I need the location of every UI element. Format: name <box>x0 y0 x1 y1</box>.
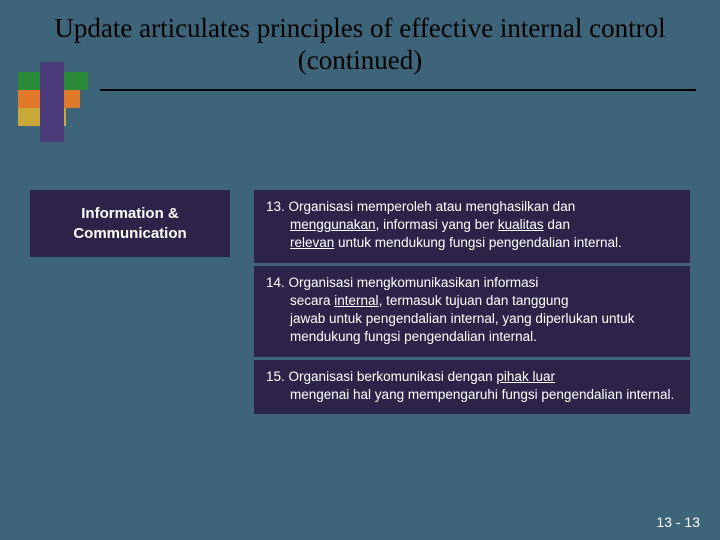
p14-t3: jawab untuk pengendalian internal, yang … <box>266 310 678 346</box>
principle-15: 15. Organisasi berkomunikasi dengan piha… <box>254 360 690 414</box>
content-area: Information & Communication 13. Organisa… <box>30 190 690 414</box>
principle-number: 14. <box>266 275 285 290</box>
principle-14: 14. Organisasi mengkomunikasikan informa… <box>254 266 690 360</box>
p15-u1: pihak luar <box>496 369 555 384</box>
p13-t3: dan <box>544 217 570 232</box>
p14-t2b: , termasuk tujuan dan tanggung <box>379 293 569 308</box>
p13-t4: untuk mendukung fungsi pengendalian inte… <box>334 235 621 250</box>
p13-u3: relevan <box>290 235 334 250</box>
category-line2: Communication <box>38 224 222 244</box>
logo-bar-purple <box>40 62 64 142</box>
p14-t1: Organisasi mengkomunikasikan informasi <box>289 275 539 290</box>
title-underline <box>100 89 696 91</box>
p13-text: Organisasi memperoleh atau menghasilkan … <box>289 199 576 214</box>
principle-number: 13. <box>266 199 285 214</box>
category-box: Information & Communication <box>30 190 230 257</box>
p15-t1: Organisasi berkomunikasi dengan <box>289 369 497 384</box>
p14-u1: internal <box>334 293 378 308</box>
p13-u1: menggunakan <box>290 217 376 232</box>
principle-number: 15. <box>266 369 285 384</box>
category-line1: Information & <box>38 204 222 224</box>
p15-t2: mengenai hal yang mempengaruhi fungsi pe… <box>266 386 678 404</box>
page-number: 13 - 13 <box>656 514 700 530</box>
p14-t2a: secara <box>290 293 334 308</box>
principles-column: 13. Organisasi memperoleh atau menghasil… <box>254 190 690 414</box>
slide-title: Update articulates principles of effecti… <box>0 0 720 85</box>
p13-t2: , informasi yang ber <box>376 217 498 232</box>
principle-13: 13. Organisasi memperoleh atau menghasil… <box>254 190 690 266</box>
p13-u2: kualitas <box>498 217 544 232</box>
